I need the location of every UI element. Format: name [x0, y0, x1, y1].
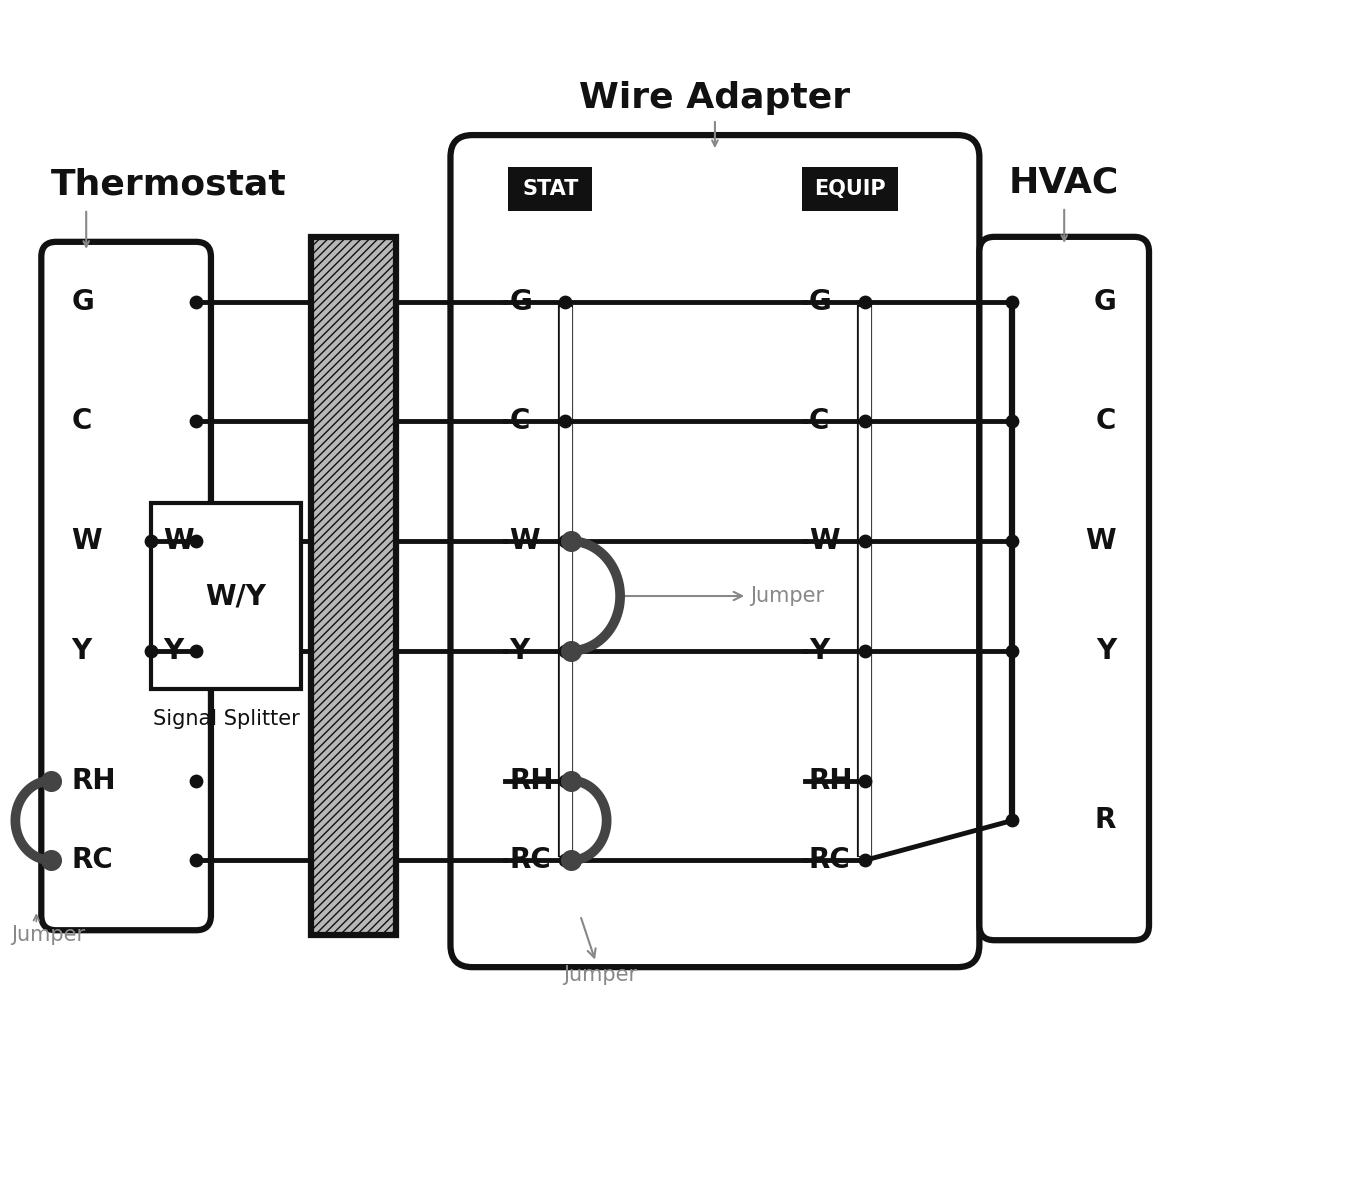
Text: Jumper: Jumper — [11, 925, 85, 945]
Text: RH: RH — [509, 766, 554, 795]
Point — [560, 532, 582, 551]
Point — [555, 641, 576, 661]
FancyBboxPatch shape — [979, 237, 1149, 940]
Text: W: W — [72, 527, 101, 555]
Text: C: C — [1096, 407, 1116, 436]
Point — [40, 771, 62, 790]
Point — [853, 771, 875, 790]
Point — [185, 641, 207, 661]
Point — [853, 641, 875, 661]
Point — [1002, 532, 1023, 551]
Point — [1002, 292, 1023, 311]
Text: RC: RC — [809, 847, 850, 874]
Point — [853, 850, 875, 870]
Text: W/Y: W/Y — [205, 582, 266, 610]
Text: G: G — [509, 288, 532, 316]
Text: W: W — [163, 527, 193, 555]
Point — [853, 532, 875, 551]
Text: C: C — [809, 407, 829, 436]
Point — [555, 412, 576, 431]
Text: R: R — [1095, 807, 1116, 835]
Text: Wall: Wall — [309, 191, 397, 225]
Point — [185, 292, 207, 311]
Point — [140, 532, 162, 551]
Point — [560, 641, 582, 661]
Text: RC: RC — [72, 847, 113, 874]
Text: Jumper: Jumper — [563, 918, 637, 985]
Point — [555, 771, 576, 790]
Text: Y: Y — [72, 637, 92, 665]
Point — [560, 850, 582, 870]
Text: RH: RH — [809, 766, 853, 795]
Text: C: C — [72, 407, 92, 436]
Point — [140, 641, 162, 661]
Text: Signal Splitter: Signal Splitter — [153, 709, 300, 729]
Text: W: W — [509, 527, 540, 555]
Text: G: G — [809, 288, 832, 316]
Point — [1002, 412, 1023, 431]
Point — [555, 532, 576, 551]
Text: Y: Y — [809, 637, 829, 665]
Point — [853, 412, 875, 431]
Point — [40, 850, 62, 870]
Text: W: W — [809, 527, 840, 555]
FancyBboxPatch shape — [802, 167, 898, 211]
Point — [555, 292, 576, 311]
Point — [185, 412, 207, 431]
Text: Y: Y — [1096, 637, 1116, 665]
Text: C: C — [509, 407, 529, 436]
Text: G: G — [1094, 288, 1116, 316]
FancyBboxPatch shape — [451, 135, 979, 967]
Point — [555, 850, 576, 870]
Text: G: G — [72, 288, 94, 316]
Point — [853, 292, 875, 311]
Bar — [310, 237, 396, 936]
Point — [1002, 811, 1023, 830]
Text: RH: RH — [72, 766, 116, 795]
Point — [185, 532, 207, 551]
Text: EQUIP: EQUIP — [814, 179, 886, 199]
Text: Wire Adapter: Wire Adapter — [579, 82, 850, 115]
Point — [185, 771, 207, 790]
Text: Thermostat: Thermostat — [51, 168, 288, 202]
Text: HVAC: HVAC — [1008, 166, 1119, 199]
Text: Jumper: Jumper — [620, 586, 824, 607]
FancyBboxPatch shape — [42, 241, 211, 931]
Text: RC: RC — [509, 847, 551, 874]
Text: STAT: STAT — [522, 179, 578, 199]
Text: Y: Y — [163, 637, 184, 665]
Text: W: W — [1085, 527, 1116, 555]
FancyBboxPatch shape — [151, 503, 301, 689]
Text: Y: Y — [509, 637, 529, 665]
FancyBboxPatch shape — [509, 167, 593, 211]
Point — [560, 771, 582, 790]
Point — [185, 850, 207, 870]
Point — [1002, 641, 1023, 661]
